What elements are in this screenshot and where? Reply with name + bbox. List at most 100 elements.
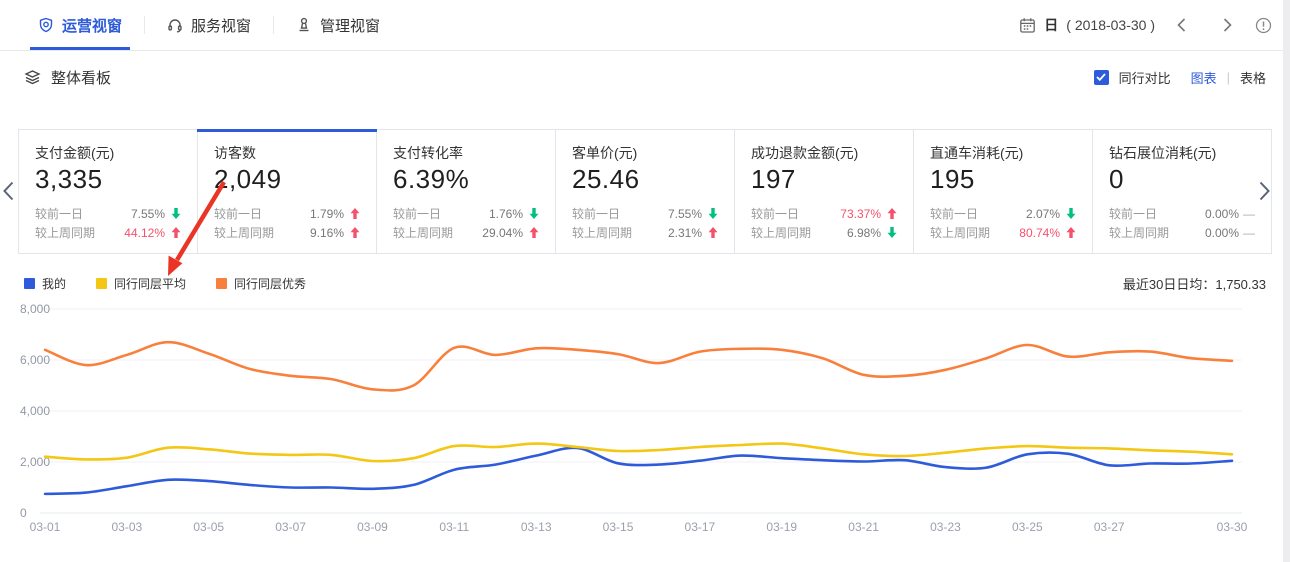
chart-legend: 我的 同行同层平均 同行同层优秀 xyxy=(24,275,336,292)
date-controls: 日 ( 2018-03-30 ) xyxy=(1019,0,1272,50)
stamp-icon xyxy=(296,17,312,33)
trend-flat-icon: — xyxy=(1243,225,1255,240)
chart-legend-row: 我的 同行同层平均 同行同层优秀 最近30日日均：1,750.33 xyxy=(24,274,1266,293)
comparison-label: 较前一日 xyxy=(572,207,621,221)
x-axis-label: 03-07 xyxy=(275,520,306,534)
legend-label: 我的 xyxy=(42,277,67,291)
trend-down-icon xyxy=(529,208,539,219)
comparison-value: 0.00% xyxy=(1204,225,1239,240)
legend-swatch xyxy=(24,278,35,289)
comparison-label: 较前一日 xyxy=(393,207,442,221)
trend-arrow xyxy=(702,208,718,219)
trend-down-icon xyxy=(171,208,181,219)
series-line-我的 xyxy=(43,446,1234,496)
comparison-value: 80.74% xyxy=(1019,225,1060,240)
section-title-group: 整体看板 xyxy=(24,67,111,88)
metric-card[interactable]: 直通车消耗(元) 195 较前一日 2.07% 较上周同期 80.74% xyxy=(914,130,1093,253)
cards-scroll-left-button[interactable] xyxy=(2,180,15,207)
tab-label: 服务视窗 xyxy=(191,17,252,35)
x-axis-label: 03-27 xyxy=(1094,520,1125,534)
comparison-value: 44.12% xyxy=(124,225,165,240)
comparison-label: 较上周同期 xyxy=(214,226,275,240)
comparison-label: 较上周同期 xyxy=(35,226,96,240)
x-axis-label: 03-09 xyxy=(357,520,388,534)
legend-item[interactable]: 同行同层优秀 xyxy=(216,275,306,292)
tab-management-view[interactable]: 管理视窗 xyxy=(274,0,402,50)
table-view-link[interactable]: 表格 xyxy=(1239,70,1266,86)
peer-compare-label: 同行对比 xyxy=(1118,70,1171,86)
comparison-row: 较前一日 73.37% xyxy=(751,204,897,223)
x-axis-label: 03-05 xyxy=(193,520,224,534)
view-tabs: 运营视窗 服务视窗 管理视窗 xyxy=(16,0,402,50)
trend-arrow xyxy=(165,208,181,219)
legend-swatch xyxy=(96,278,108,289)
trend-arrow xyxy=(344,227,360,238)
y-axis-label: 0 xyxy=(20,506,27,520)
comparison-label: 较上周同期 xyxy=(751,226,812,240)
comparison-label: 较上周同期 xyxy=(1109,226,1170,240)
visitors-trend-chart[interactable]: 0 2,000 4,000 6,000 8,000 03-01 03-03 03-05 03-0… xyxy=(0,293,1290,545)
metric-cards-strip: 支付金额(元) 3,335 较前一日 7.55% 较上周同期 44.12% 访客数 2… xyxy=(18,129,1272,254)
tab-operations-view[interactable]: 运营视窗 xyxy=(16,0,144,50)
metric-value: 195 xyxy=(930,164,975,194)
view-separator: | xyxy=(1226,69,1230,85)
comparison-label: 较前一日 xyxy=(214,207,263,221)
metric-title: 客单价(元) xyxy=(572,145,638,161)
trend-arrow xyxy=(1060,227,1076,238)
comparison-row: 较上周同期 44.12% xyxy=(35,223,181,242)
date-picker[interactable]: 日 ( 2018-03-30 ) xyxy=(1019,15,1155,35)
comparison-value: 2.07% xyxy=(1025,206,1060,221)
x-axis-label: 03-13 xyxy=(521,520,552,534)
comparison-label: 较前一日 xyxy=(35,207,84,221)
metric-comparisons: 较前一日 73.37% 较上周同期 6.98% xyxy=(751,204,897,242)
x-axis-label: 03-21 xyxy=(848,520,879,534)
series-line-同行同层平均 xyxy=(43,442,1234,463)
y-axis-label: 8,000 xyxy=(20,302,50,316)
legend-item[interactable]: 我的 xyxy=(24,275,66,292)
cards-scroll-right-button[interactable] xyxy=(1258,180,1271,207)
metric-title: 支付转化率 xyxy=(393,145,463,161)
trend-arrow xyxy=(523,227,539,238)
next-date-button[interactable] xyxy=(1207,17,1247,33)
comparison-value: 2.31% xyxy=(667,225,702,240)
section-controls: 同行对比 图表 | 表格 xyxy=(1093,68,1266,87)
metric-comparisons: 较前一日 1.79% 较上周同期 9.16% xyxy=(214,204,360,242)
legend-label: 同行同层优秀 xyxy=(234,277,307,291)
trend-arrow xyxy=(702,227,718,238)
tab-service-view[interactable]: 服务视窗 xyxy=(145,0,273,50)
metric-comparisons: 较前一日 7.55% 较上周同期 44.12% xyxy=(35,204,181,242)
comparison-value: 0.00% xyxy=(1204,206,1239,221)
trend-flat-icon: — xyxy=(1243,206,1255,221)
metric-card[interactable]: 支付金额(元) 3,335 较前一日 7.55% 较上周同期 44.12% xyxy=(19,130,198,253)
prev-date-button[interactable] xyxy=(1161,17,1201,33)
legend-item[interactable]: 同行同层平均 xyxy=(96,275,186,292)
page-right-gutter xyxy=(1283,0,1290,562)
metric-comparisons: 较前一日 0.00% — 较上周同期 0.00% — xyxy=(1109,204,1255,242)
trend-arrow xyxy=(344,208,360,219)
trend-up-icon xyxy=(171,227,181,238)
comparison-value: 7.55% xyxy=(130,206,165,221)
metric-card[interactable]: 钻石展位消耗(元) 0 较前一日 0.00% — 较上周同期 0.00% — xyxy=(1093,130,1271,253)
metric-title: 访客数 xyxy=(214,145,256,161)
trend-arrow xyxy=(165,227,181,238)
shield-icon xyxy=(38,17,54,33)
peer-compare-checkbox[interactable] xyxy=(1093,69,1109,85)
metric-card[interactable]: 支付转化率 6.39% 较前一日 1.76% 较上周同期 29.04% xyxy=(377,130,556,253)
comparison-row: 较上周同期 2.31% xyxy=(572,223,718,242)
y-axis-label: 4,000 xyxy=(20,404,50,418)
x-axis-label: 03-25 xyxy=(1012,520,1043,534)
chart-view-link[interactable]: 图表 xyxy=(1190,70,1217,86)
metric-comparisons: 较前一日 7.55% 较上周同期 2.31% xyxy=(572,204,718,242)
comparison-label: 较前一日 xyxy=(930,207,979,221)
comparison-value: 7.55% xyxy=(667,206,702,221)
metric-card[interactable]: 成功退款金额(元) 197 较前一日 73.37% 较上周同期 6.98% xyxy=(735,130,914,253)
trend-down-icon xyxy=(708,208,718,219)
x-axis-label: 03-11 xyxy=(439,520,469,534)
metric-card[interactable]: 访客数 2,049 较前一日 1.79% 较上周同期 9.16% xyxy=(197,129,377,253)
comparison-row: 较上周同期 80.74% xyxy=(930,223,1076,242)
chart-canvas: 0 2,000 4,000 6,000 8,000 03-01 03-03 03-05 03-0… xyxy=(20,302,1248,534)
info-icon[interactable] xyxy=(1255,17,1272,34)
comparison-value: 6.98% xyxy=(846,225,881,240)
metric-card[interactable]: 客单价(元) 25.46 较前一日 7.55% 较上周同期 2.31% xyxy=(556,130,735,253)
comparison-value: 1.79% xyxy=(309,206,344,221)
